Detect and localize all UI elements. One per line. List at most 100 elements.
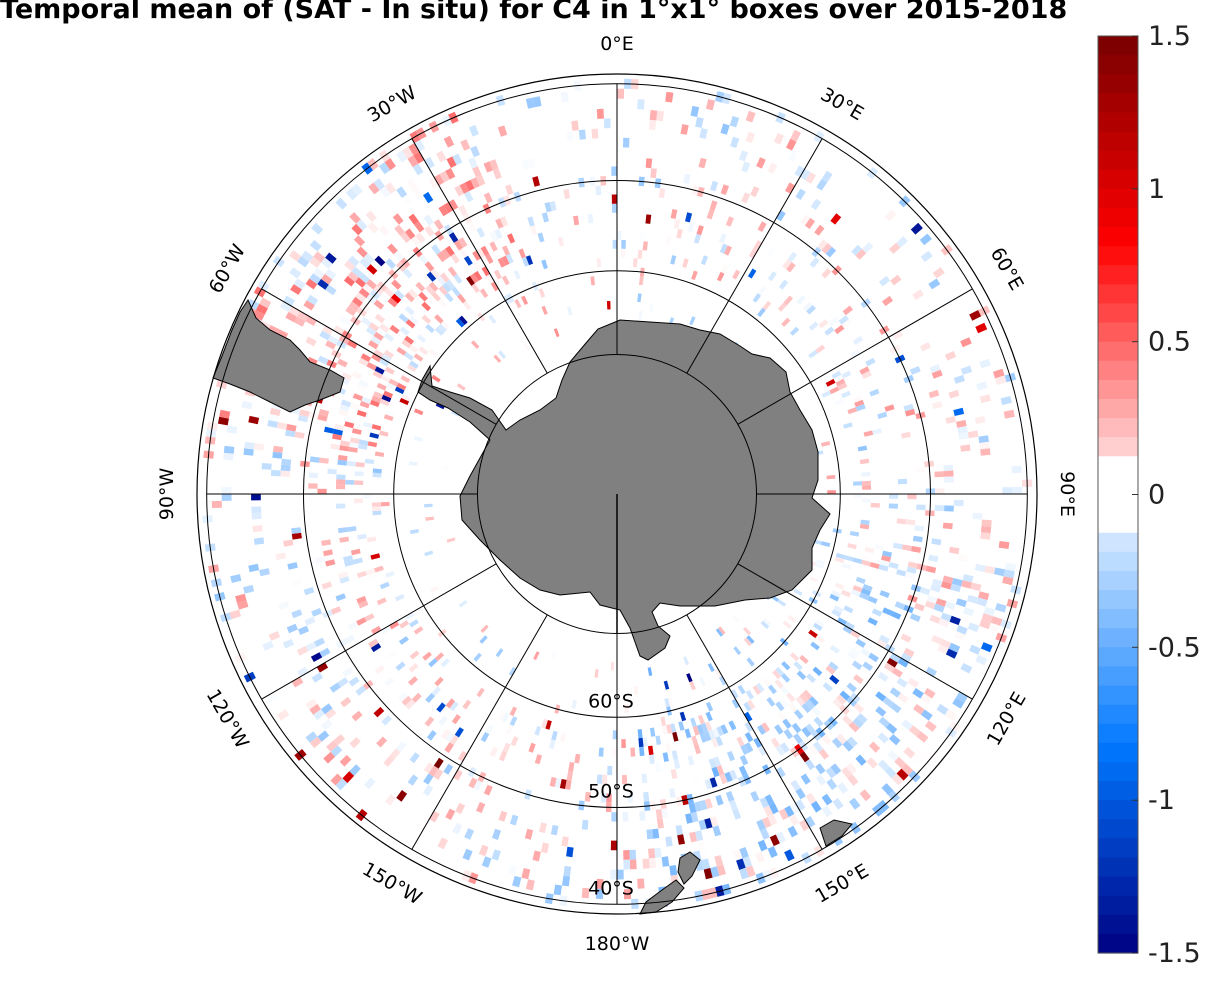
grid-box <box>1003 569 1015 579</box>
grid-box <box>381 625 392 635</box>
grid-box <box>544 202 552 213</box>
grid-box <box>384 366 395 375</box>
grid-box <box>559 732 566 743</box>
grid-box <box>330 773 343 786</box>
grid-box <box>687 755 695 766</box>
new-zealand-north-island <box>677 851 701 885</box>
grid-box <box>929 364 941 374</box>
grid-box <box>311 672 323 683</box>
grid-box <box>910 753 923 766</box>
grid-box <box>376 736 388 748</box>
grid-box <box>470 340 480 349</box>
grid-box <box>423 762 434 774</box>
grid-box <box>775 701 785 712</box>
grid-box <box>892 330 904 340</box>
grid-box <box>323 751 336 764</box>
grid-box <box>972 512 983 520</box>
grid-box <box>384 676 395 687</box>
grid-box <box>481 856 492 868</box>
grid-box <box>949 615 961 626</box>
grid-box <box>293 278 306 290</box>
grid-box <box>904 408 916 417</box>
grid-box <box>638 737 644 748</box>
grid-box <box>486 273 495 284</box>
grid-box <box>871 608 883 617</box>
grid-box <box>980 532 991 540</box>
grid-box <box>739 847 749 859</box>
grid-box <box>773 132 785 145</box>
grid-box <box>438 285 448 296</box>
grid-box <box>418 305 428 315</box>
grid-box <box>293 316 306 327</box>
grid-box <box>389 324 400 335</box>
grid-box <box>925 666 937 677</box>
grid-box <box>796 670 807 680</box>
grid-box <box>740 744 749 755</box>
grid-box <box>841 370 852 379</box>
colorbar-segment <box>1098 857 1138 878</box>
grid-box <box>444 742 454 753</box>
grid-box <box>421 301 431 312</box>
colorbar-segment <box>1098 494 1138 515</box>
grid-box <box>489 159 499 171</box>
grid-box <box>825 246 837 258</box>
grid-box <box>483 784 493 796</box>
grid-box <box>945 648 958 659</box>
colorbar-segment <box>1098 914 1138 935</box>
grid-box <box>789 802 800 814</box>
grid-box <box>369 399 380 408</box>
grid-box <box>1000 396 1012 406</box>
grid-box <box>881 783 894 796</box>
grid-box <box>746 699 756 710</box>
grid-box <box>574 753 581 764</box>
grid-box <box>884 404 895 412</box>
grid-box <box>373 349 384 358</box>
grid-box <box>770 737 781 748</box>
grid-box <box>404 228 416 240</box>
grid-box <box>641 773 648 784</box>
grid-box <box>839 690 851 701</box>
colorbar-segment <box>1098 379 1138 400</box>
grid-box <box>793 709 804 720</box>
grid-box <box>703 868 713 880</box>
grid-box <box>654 847 662 858</box>
grid-box <box>472 260 482 271</box>
grid-box <box>341 372 352 381</box>
grid-box <box>981 613 993 623</box>
grid-box <box>230 574 242 583</box>
grid-box <box>881 555 891 562</box>
grid-box <box>637 729 643 739</box>
grid-box <box>330 443 341 450</box>
grid-box <box>796 295 806 305</box>
grid-box <box>955 598 967 608</box>
grid-box <box>637 249 643 259</box>
grid-box <box>428 281 439 292</box>
grid-box <box>904 571 916 580</box>
grid-box <box>289 267 302 279</box>
grid-box <box>860 519 870 525</box>
grid-box <box>815 344 826 354</box>
grid-box <box>303 587 315 596</box>
grid-box <box>313 267 325 279</box>
grid-box <box>322 325 334 336</box>
grid-box <box>399 397 410 406</box>
grid-box <box>379 398 390 407</box>
grid-box <box>988 622 1001 633</box>
grid-box <box>709 777 718 788</box>
grid-box <box>815 619 825 628</box>
grid-box <box>480 624 489 633</box>
longitude-label: 120°W <box>202 686 253 753</box>
grid-box <box>243 448 254 456</box>
grid-box <box>491 828 501 840</box>
grid-box <box>478 844 489 857</box>
grid-box <box>611 812 617 822</box>
grid-box <box>372 370 383 379</box>
grid-box <box>287 562 298 570</box>
grid-box <box>789 652 800 662</box>
grid-box <box>374 565 384 573</box>
colorbar-segment <box>1098 590 1138 610</box>
grid-box <box>915 748 928 760</box>
grid-box <box>352 296 363 307</box>
grid-box <box>1012 486 1023 494</box>
grid-box <box>916 731 929 743</box>
